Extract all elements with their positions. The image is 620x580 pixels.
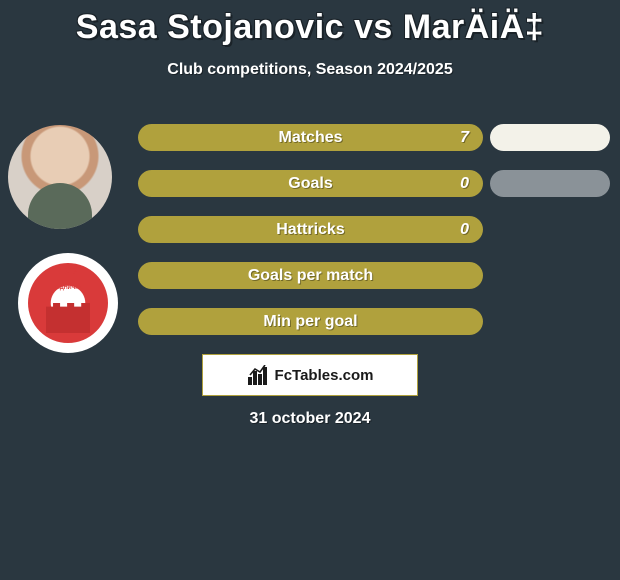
bar-label: Goals [288, 175, 332, 193]
stats-bars: Matches 7 Goals 0 Hattricks 0 Goals per … [138, 124, 483, 354]
pill-matches-right [490, 124, 610, 151]
page-subtitle: Club competitions, Season 2024/2025 [0, 61, 620, 79]
bar-label: Min per goal [263, 313, 357, 331]
bar-hattricks: Hattricks 0 [138, 216, 483, 243]
club-badge-inner: 1923 РАДНИЧКИ [28, 263, 108, 343]
club-name-text: РАДНИЧКИ [53, 285, 83, 291]
bar-label: Hattricks [276, 221, 344, 239]
club-year-text: 1923 [59, 267, 77, 276]
club-castle-icon [46, 303, 90, 333]
bar-label: Goals per match [248, 267, 373, 285]
player-avatar [8, 125, 112, 229]
date-text: 31 october 2024 [0, 410, 620, 428]
bar-value: 0 [460, 175, 469, 193]
bar-matches: Matches 7 [138, 124, 483, 151]
bar-min-per-goal: Min per goal [138, 308, 483, 335]
fctables-watermark: FcTables.com [202, 354, 418, 396]
club-badge: 1923 РАДНИЧКИ [18, 253, 118, 353]
bar-goals-per-match: Goals per match [138, 262, 483, 289]
pill-goals-right [490, 170, 610, 197]
fctables-text: FcTables.com [275, 367, 374, 384]
bars-icon [247, 365, 269, 385]
bar-label: Matches [278, 129, 342, 147]
bar-value: 7 [460, 129, 469, 147]
bar-value: 0 [460, 221, 469, 239]
avatar-column: 1923 РАДНИЧКИ [8, 125, 128, 353]
bar-goals: Goals 0 [138, 170, 483, 197]
page-title: Sasa Stojanovic vs MarÄiÄ‡ [0, 0, 620, 47]
comparison-pills [490, 124, 610, 216]
